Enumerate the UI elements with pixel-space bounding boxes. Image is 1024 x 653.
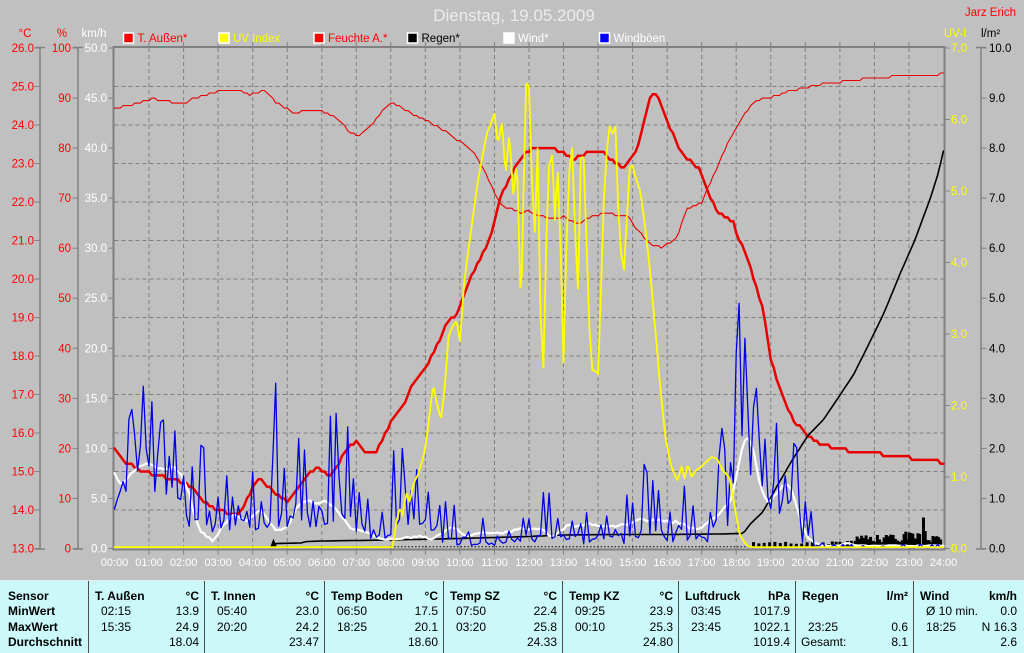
- svg-text:11:00: 11:00: [481, 557, 508, 569]
- svg-text:Wind*: Wind*: [518, 33, 549, 45]
- svg-text:Jarz Erich: Jarz Erich: [965, 7, 1016, 19]
- svg-text:13.0: 13.0: [12, 544, 34, 556]
- svg-text:07:00: 07:00: [343, 557, 371, 569]
- svg-text:1.0: 1.0: [951, 472, 967, 484]
- svg-text:90: 90: [58, 93, 71, 105]
- svg-text:04:00: 04:00: [239, 557, 267, 569]
- svg-text:3.0: 3.0: [989, 393, 1005, 405]
- svg-text:3.0: 3.0: [951, 329, 967, 341]
- svg-text:6.0: 6.0: [951, 115, 967, 127]
- svg-text:15:00: 15:00: [619, 557, 647, 569]
- svg-text:26.0: 26.0: [12, 43, 34, 55]
- svg-text:UV-I: UV-I: [944, 28, 966, 40]
- svg-text:20: 20: [58, 443, 71, 455]
- svg-text:18:00: 18:00: [722, 557, 750, 569]
- svg-text:70: 70: [58, 193, 71, 205]
- svg-text:7.0: 7.0: [989, 193, 1005, 205]
- svg-text:21.0: 21.0: [12, 236, 34, 248]
- svg-text:50: 50: [58, 293, 71, 305]
- svg-text:5.0: 5.0: [989, 293, 1005, 305]
- svg-text:°C: °C: [19, 28, 32, 40]
- svg-text:0.0: 0.0: [989, 544, 1005, 556]
- svg-text:24.0: 24.0: [12, 120, 34, 132]
- svg-text:19.0: 19.0: [12, 313, 34, 325]
- svg-text:30: 30: [58, 393, 71, 405]
- svg-text:25.0: 25.0: [85, 293, 107, 305]
- svg-text:45.0: 45.0: [85, 93, 107, 105]
- svg-text:10.0: 10.0: [85, 443, 107, 455]
- svg-text:T. Außen*: T. Außen*: [138, 33, 188, 45]
- svg-text:19:00: 19:00: [757, 557, 785, 569]
- svg-text:08:00: 08:00: [377, 557, 405, 569]
- svg-text:4.0: 4.0: [951, 258, 967, 270]
- svg-text:10: 10: [58, 493, 71, 505]
- svg-text:4.0: 4.0: [989, 343, 1005, 355]
- svg-text:02:00: 02:00: [170, 557, 198, 569]
- svg-text:Regen*: Regen*: [422, 33, 461, 45]
- svg-text:5.0: 5.0: [951, 186, 967, 198]
- svg-text:Windböen: Windböen: [614, 33, 666, 45]
- svg-text:09:00: 09:00: [412, 557, 440, 569]
- svg-text:15.0: 15.0: [85, 393, 107, 405]
- svg-text:20.0: 20.0: [12, 274, 34, 286]
- svg-text:9.0: 9.0: [989, 93, 1005, 105]
- svg-text:l/m²: l/m²: [981, 28, 1000, 40]
- svg-text:0: 0: [65, 544, 71, 556]
- svg-text:Dienstag, 19.05.2009: Dienstag, 19.05.2009: [433, 6, 595, 25]
- svg-text:03:00: 03:00: [204, 557, 232, 569]
- svg-text:10:00: 10:00: [446, 557, 474, 569]
- svg-text:30.0: 30.0: [85, 243, 107, 255]
- svg-text:14:00: 14:00: [584, 557, 612, 569]
- svg-text:17:00: 17:00: [688, 557, 716, 569]
- svg-text:km/h: km/h: [82, 28, 107, 40]
- svg-text:17.0: 17.0: [12, 390, 34, 402]
- svg-text:35.0: 35.0: [85, 193, 107, 205]
- svg-text:22:00: 22:00: [861, 557, 889, 569]
- svg-text:2.0: 2.0: [989, 443, 1005, 455]
- svg-text:100: 100: [52, 43, 71, 55]
- svg-text:20:00: 20:00: [792, 557, 820, 569]
- svg-text:0.0: 0.0: [951, 544, 967, 556]
- svg-text:Feuchte A.*: Feuchte A.*: [328, 33, 388, 45]
- svg-text:6.0: 6.0: [989, 243, 1005, 255]
- svg-text:14.0: 14.0: [12, 505, 34, 517]
- svg-text:%: %: [57, 28, 67, 40]
- svg-text:2.0: 2.0: [951, 401, 967, 413]
- svg-text:24:00: 24:00: [930, 557, 958, 569]
- svg-text:18.0: 18.0: [12, 351, 34, 363]
- svg-text:15.0: 15.0: [12, 467, 34, 479]
- svg-text:00:00: 00:00: [101, 557, 129, 569]
- svg-text:21:00: 21:00: [826, 557, 854, 569]
- svg-text:05:00: 05:00: [273, 557, 301, 569]
- svg-text:UV Index: UV Index: [233, 33, 281, 45]
- svg-text:13:00: 13:00: [550, 557, 578, 569]
- svg-text:40: 40: [58, 343, 71, 355]
- svg-text:01:00: 01:00: [135, 557, 163, 569]
- svg-text:60: 60: [58, 243, 71, 255]
- svg-text:16.0: 16.0: [12, 428, 34, 440]
- svg-text:25.0: 25.0: [12, 82, 34, 94]
- svg-text:7.0: 7.0: [951, 43, 967, 55]
- svg-text:12:00: 12:00: [515, 557, 543, 569]
- svg-text:06:00: 06:00: [308, 557, 336, 569]
- svg-text:23:00: 23:00: [895, 557, 923, 569]
- svg-text:40.0: 40.0: [85, 143, 107, 155]
- svg-text:1.0: 1.0: [989, 493, 1005, 505]
- svg-text:50.0: 50.0: [85, 43, 107, 55]
- svg-text:80: 80: [58, 143, 71, 155]
- svg-text:22.0: 22.0: [12, 197, 34, 209]
- svg-text:20.0: 20.0: [85, 343, 107, 355]
- svg-text:23.0: 23.0: [12, 159, 34, 171]
- svg-text:5.0: 5.0: [91, 493, 107, 505]
- svg-text:0.0: 0.0: [91, 544, 107, 556]
- svg-text:16:00: 16:00: [653, 557, 681, 569]
- svg-text:8.0: 8.0: [989, 143, 1005, 155]
- svg-text:10.0: 10.0: [989, 43, 1011, 55]
